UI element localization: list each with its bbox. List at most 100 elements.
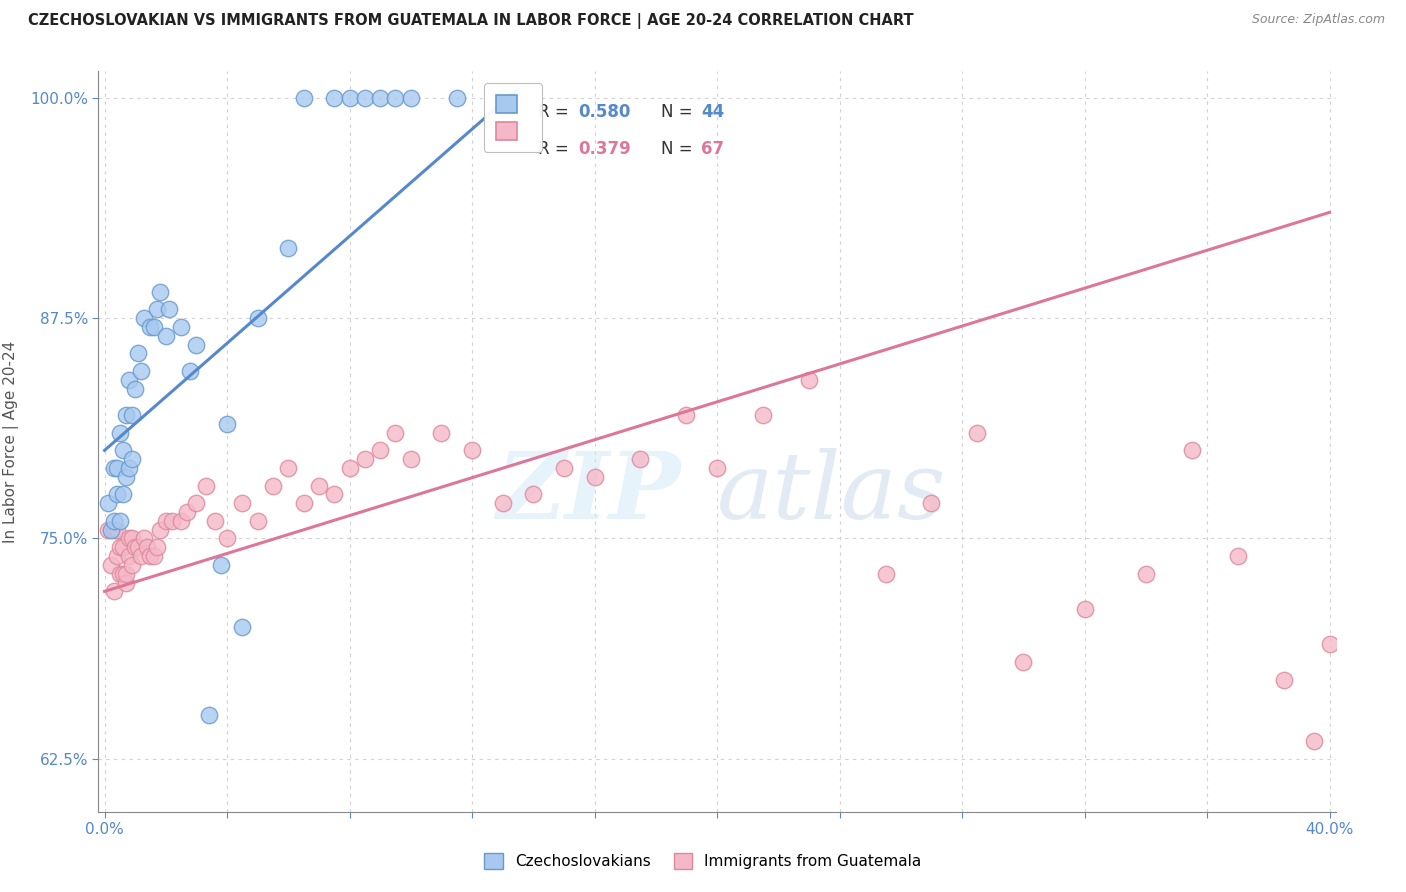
Point — [308, 478, 330, 492]
Legend: Czechoslovakians, Immigrants from Guatemala: Czechoslovakians, Immigrants from Guatem… — [478, 847, 928, 875]
Point — [1319, 637, 1341, 651]
Point — [121, 408, 143, 422]
Point — [339, 461, 361, 475]
Point — [179, 364, 201, 378]
Point — [209, 558, 232, 572]
Point — [115, 566, 138, 581]
Point — [103, 514, 125, 528]
Point — [170, 320, 193, 334]
Point — [111, 443, 134, 458]
Point — [111, 487, 134, 501]
Point — [966, 425, 988, 440]
Point — [446, 91, 468, 105]
Point — [176, 505, 198, 519]
Point — [522, 487, 544, 501]
Point — [145, 302, 167, 317]
Point — [149, 523, 172, 537]
Point — [111, 566, 134, 581]
Point — [118, 461, 141, 475]
Point — [461, 443, 484, 458]
Point — [1226, 549, 1249, 563]
Point — [384, 91, 406, 105]
Point — [115, 470, 138, 484]
Point — [231, 496, 253, 510]
Point — [430, 425, 453, 440]
Point — [129, 364, 152, 378]
Point — [706, 461, 728, 475]
Point — [118, 532, 141, 546]
Point — [277, 461, 299, 475]
Point — [197, 707, 219, 722]
Point — [399, 452, 422, 467]
Text: CZECHOSLOVAKIAN VS IMMIGRANTS FROM GUATEMALA IN LABOR FORCE | AGE 20-24 CORRELAT: CZECHOSLOVAKIAN VS IMMIGRANTS FROM GUATE… — [28, 13, 914, 29]
Point — [105, 487, 128, 501]
Point — [292, 91, 315, 105]
Point — [752, 408, 775, 422]
Point — [155, 514, 177, 528]
Point — [115, 408, 138, 422]
Point — [186, 337, 208, 351]
Point — [1073, 602, 1095, 616]
Point — [100, 558, 122, 572]
Text: R =: R = — [537, 103, 574, 121]
Point — [354, 452, 377, 467]
Text: 0.379: 0.379 — [578, 140, 631, 158]
Text: N =: N = — [661, 140, 699, 158]
Point — [121, 532, 143, 546]
Point — [118, 373, 141, 387]
Point — [108, 541, 131, 555]
Point — [134, 532, 156, 546]
Point — [262, 478, 284, 492]
Point — [215, 417, 238, 431]
Point — [323, 91, 346, 105]
Point — [492, 496, 515, 510]
Text: R =: R = — [537, 140, 574, 158]
Point — [231, 620, 253, 634]
Point — [157, 302, 180, 317]
Point — [399, 91, 422, 105]
Point — [129, 549, 152, 563]
Text: atlas: atlas — [717, 449, 946, 539]
Point — [368, 91, 391, 105]
Point — [339, 91, 361, 105]
Point — [103, 523, 125, 537]
Point — [97, 496, 120, 510]
Point — [127, 541, 149, 555]
Point — [170, 514, 193, 528]
Text: Source: ZipAtlas.com: Source: ZipAtlas.com — [1251, 13, 1385, 27]
Point — [136, 541, 159, 555]
Point — [1135, 566, 1157, 581]
Point — [97, 523, 120, 537]
Point — [246, 514, 269, 528]
Point — [1272, 673, 1295, 687]
Point — [583, 470, 606, 484]
Point — [111, 541, 134, 555]
Point — [368, 443, 391, 458]
Point — [1012, 655, 1035, 669]
Point — [323, 487, 346, 501]
Point — [920, 496, 942, 510]
Point — [115, 575, 138, 590]
Point — [105, 461, 128, 475]
Point — [139, 549, 162, 563]
Legend: , : , — [484, 83, 543, 153]
Point — [186, 496, 208, 510]
Point — [121, 558, 143, 572]
Text: N =: N = — [661, 103, 699, 121]
Text: 67: 67 — [702, 140, 724, 158]
Point — [118, 549, 141, 563]
Point — [145, 541, 167, 555]
Point — [103, 461, 125, 475]
Point — [105, 549, 128, 563]
Text: 0.580: 0.580 — [578, 103, 631, 121]
Point — [277, 241, 299, 255]
Point — [105, 523, 128, 537]
Point — [204, 514, 226, 528]
Point — [797, 373, 820, 387]
Point — [155, 328, 177, 343]
Y-axis label: In Labor Force | Age 20-24: In Labor Force | Age 20-24 — [3, 341, 18, 542]
Point — [1181, 443, 1204, 458]
Point — [142, 549, 165, 563]
Point — [384, 425, 406, 440]
Point — [108, 425, 131, 440]
